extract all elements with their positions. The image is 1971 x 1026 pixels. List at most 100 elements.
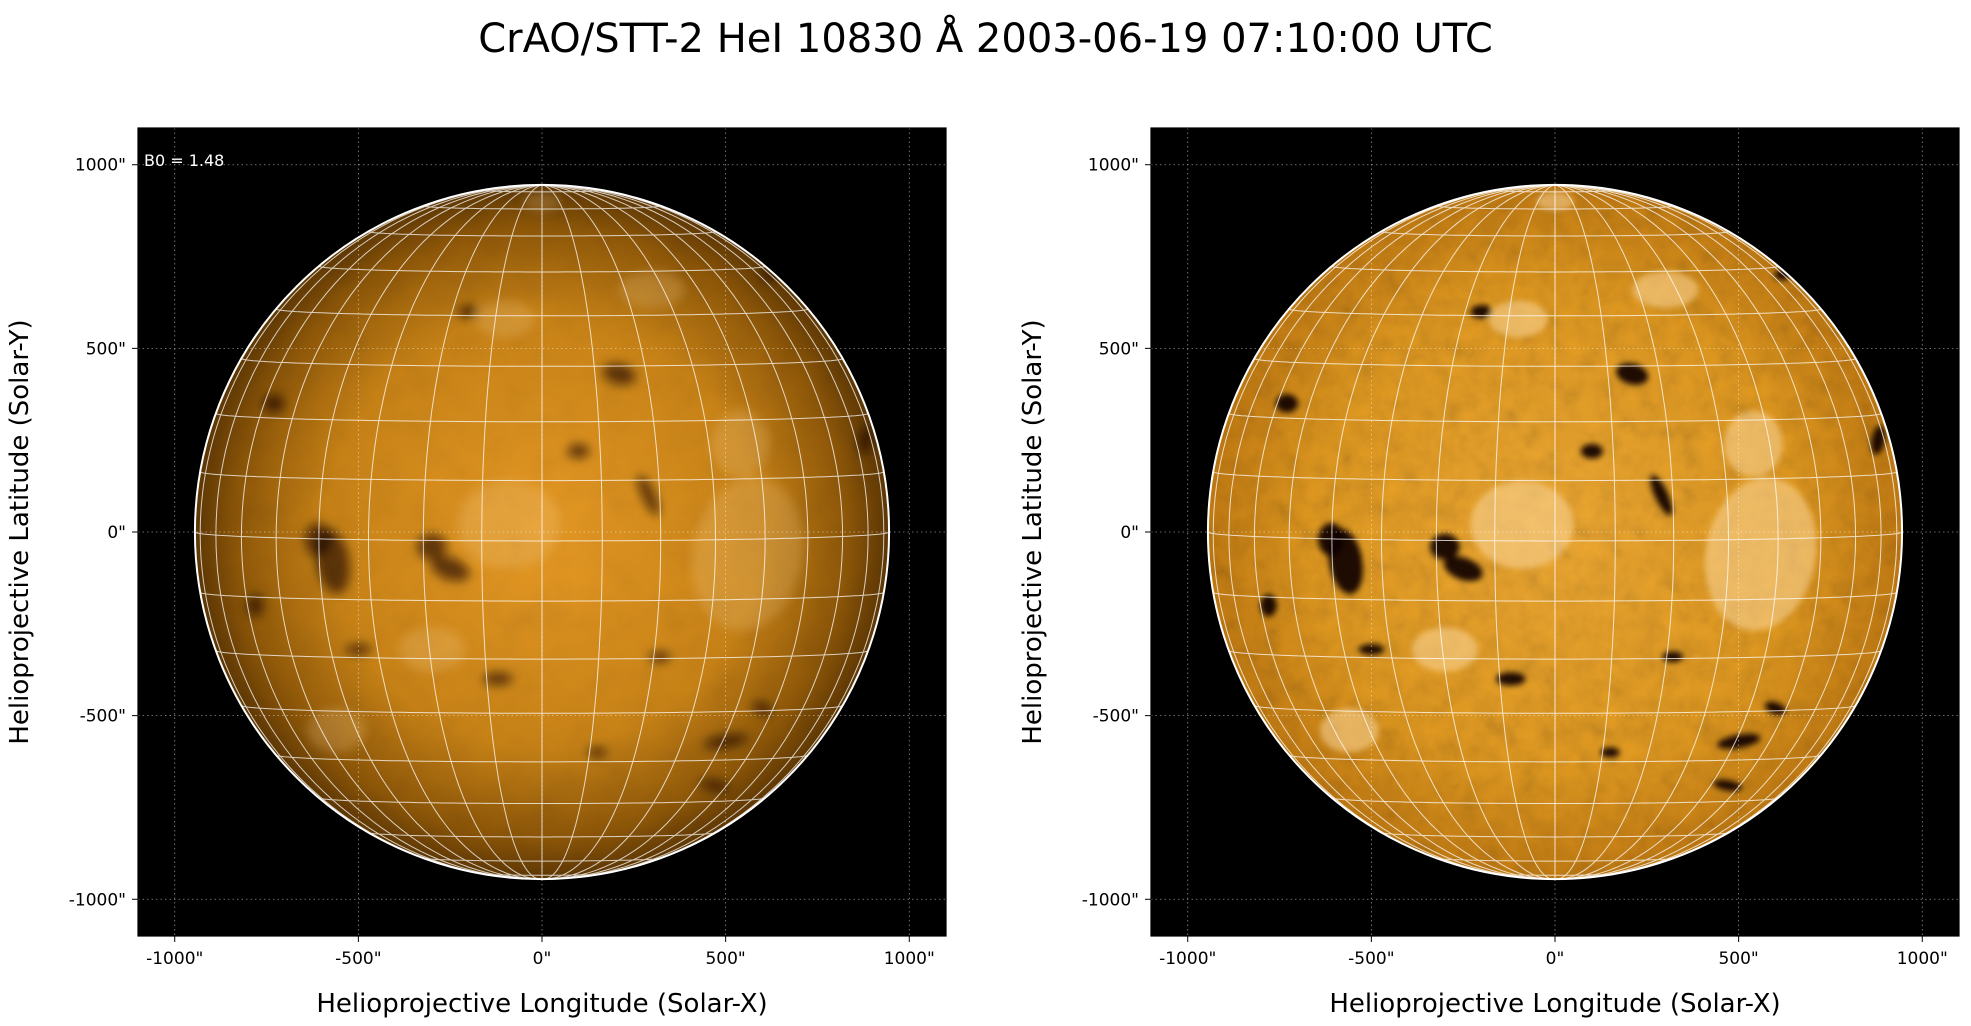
heliographic-grid <box>194 184 890 880</box>
grid-line <box>199 184 543 878</box>
dark-filament <box>247 594 264 617</box>
grid-line <box>1288 184 1556 880</box>
grid-line <box>541 184 717 880</box>
grid-line <box>1436 857 1674 862</box>
grid-line <box>1212 184 1556 878</box>
grid-line <box>1554 184 1857 880</box>
grid-line <box>541 184 603 880</box>
dark-filament <box>1650 475 1673 516</box>
grid-line <box>1554 184 1616 880</box>
grid-line <box>215 184 543 879</box>
grid-line <box>1381 832 1729 838</box>
solar-limb-outline <box>193 183 891 881</box>
dark-filament <box>751 701 773 715</box>
y-tick-label: 1000" <box>75 156 126 176</box>
dark-filament <box>1496 672 1526 686</box>
grid-line <box>318 184 543 880</box>
x-tick-label: 500" <box>1718 949 1758 969</box>
grid-line <box>1554 184 1675 880</box>
x-tick-label: -500" <box>1348 949 1394 969</box>
y-tick-label: -500" <box>80 707 126 727</box>
grid-line <box>541 184 844 880</box>
dark-filament <box>1713 779 1743 792</box>
bright-plage <box>475 300 535 338</box>
grid-line <box>1253 184 1556 880</box>
grid-line <box>1212 471 1898 482</box>
dark-filament <box>567 443 590 459</box>
dark-filament <box>1443 556 1483 582</box>
dark-filament <box>1260 594 1277 617</box>
bright-plage <box>1319 708 1379 753</box>
grid-line <box>1207 531 1903 542</box>
grid-line <box>275 184 543 880</box>
bright-plage <box>1470 480 1574 569</box>
dark-filament <box>602 363 636 385</box>
heliographic-grid <box>1207 184 1903 880</box>
grid-line <box>1554 184 1730 880</box>
y-axis-label: Helioprojective Latitude (Solar-Y) <box>5 319 35 744</box>
x-tick-label: -1000" <box>1159 949 1216 969</box>
solar-limb-outline <box>1206 183 1904 881</box>
grid-line <box>1554 184 1779 880</box>
dark-filament <box>700 779 730 792</box>
grid-line <box>541 184 662 880</box>
grid-line <box>423 857 661 862</box>
grid-line <box>275 308 809 317</box>
grid-line <box>1435 184 1556 880</box>
y-tick-label: 0" <box>1120 523 1139 543</box>
y-axis-label: Helioprojective Latitude (Solar-Y) <box>1018 319 1048 744</box>
bright-plage <box>306 708 366 753</box>
grid-line <box>240 358 844 367</box>
x-tick-label: -500" <box>335 949 381 969</box>
grid-line <box>240 184 543 880</box>
grid-line <box>1228 184 1556 879</box>
dark-filament <box>1275 394 1298 413</box>
dark-filament <box>637 475 660 516</box>
grid-line <box>422 184 543 880</box>
bright-plage <box>619 271 686 308</box>
x-tick-label: 500" <box>705 949 745 969</box>
dark-filament <box>1430 533 1460 560</box>
x-tick-label: 1000" <box>884 949 935 969</box>
y-tick-label: 0" <box>107 523 126 543</box>
dark-filament <box>1662 651 1683 663</box>
bright-plage <box>1411 627 1478 672</box>
grid-line <box>1253 358 1857 367</box>
bright-plage <box>1632 271 1699 308</box>
grid-line <box>1554 184 1898 878</box>
dark-filament <box>430 556 470 582</box>
bright-plage <box>1704 477 1817 631</box>
y-tick-label: 500" <box>1099 339 1139 359</box>
grid-line <box>1380 184 1556 880</box>
grid-line <box>541 184 885 878</box>
dark-filament <box>587 747 607 758</box>
grid-line <box>541 184 869 879</box>
grid-line <box>1554 184 1822 880</box>
grid-line <box>1494 184 1556 880</box>
y-tick-label: -1000" <box>1082 890 1139 910</box>
bright-plage <box>1488 300 1548 338</box>
grid-line <box>367 184 543 880</box>
grid-line <box>276 754 808 763</box>
bright-plage <box>398 627 465 672</box>
dark-filament <box>1600 747 1620 758</box>
figure-title: CrAO/STT-2 HeI 10830 Å 2003-06-19 07:10:… <box>478 16 1493 62</box>
grid-line <box>368 832 716 838</box>
dark-filament <box>457 305 480 319</box>
bright-plage <box>710 410 770 477</box>
x-axis-label: Helioprojective Longitude (Solar-X) <box>316 989 767 1019</box>
x-tick-label: -1000" <box>146 949 203 969</box>
y-tick-label: 500" <box>86 339 126 359</box>
dark-filament <box>1615 363 1649 385</box>
x-tick-label: 1000" <box>1897 949 1948 969</box>
dark-filament <box>1470 305 1493 319</box>
grid-line <box>1288 308 1822 317</box>
grid-line <box>541 184 766 880</box>
grid-line <box>1554 184 1882 879</box>
dark-filament <box>1764 701 1786 715</box>
x-axis-label: Helioprojective Longitude (Solar-X) <box>1329 989 1780 1019</box>
grid-line <box>1289 754 1821 763</box>
bright-plage <box>691 477 804 631</box>
